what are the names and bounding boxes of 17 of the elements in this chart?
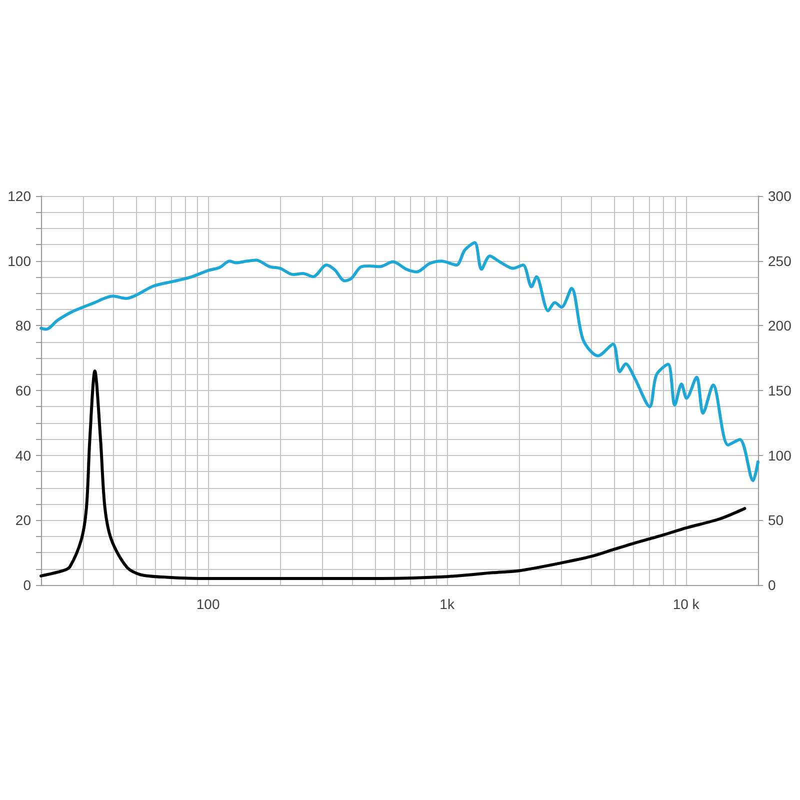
y2-tick-label: 50: [768, 512, 784, 528]
x-tick-label: 100: [196, 596, 220, 612]
y2-tick-label: 100: [768, 447, 792, 464]
y-tick-label: 120: [8, 188, 32, 204]
y2-tick-label: 300: [768, 188, 792, 204]
y-tick-label: 0: [23, 577, 32, 593]
y-tick-label: 20: [15, 512, 32, 528]
x-tick-label: 1k: [440, 596, 456, 612]
x-tick-label: 10 k: [672, 596, 700, 612]
y-tick-label: 80: [15, 318, 32, 334]
y-tick-label: 60: [15, 382, 32, 398]
y2-tick-label: 0: [768, 577, 776, 593]
y2-tick-label: 200: [768, 318, 792, 334]
y-tick-label: 40: [15, 447, 32, 464]
y-tick-label: 100: [8, 252, 32, 269]
y2-tick-label: 150: [768, 382, 792, 398]
y2-tick-label: 250: [768, 252, 792, 269]
